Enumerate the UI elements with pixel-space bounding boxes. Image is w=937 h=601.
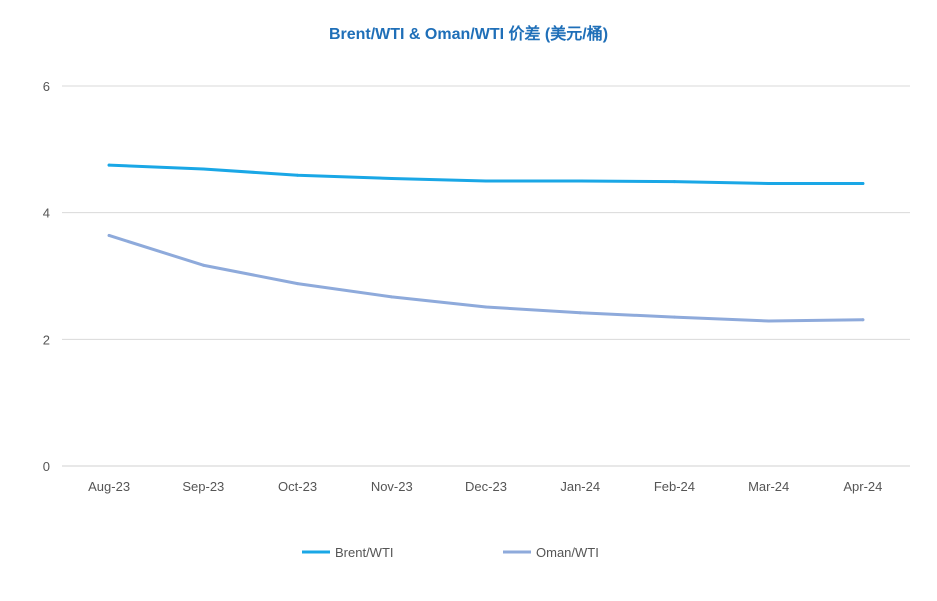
legend-label: Brent/WTI [335, 545, 394, 560]
legend-label: Oman/WTI [536, 545, 599, 560]
data-point [201, 167, 205, 171]
data-point [296, 173, 300, 177]
y-tick-label: 2 [43, 332, 50, 347]
y-axis-ticks: 0 2 4 6 [43, 79, 50, 474]
x-axis-ticks: Aug-23 Sep-23 Oct-23 Nov-23 Dec-23 Jan-24 Feb-… [88, 479, 882, 494]
y-tick-label: 0 [43, 459, 50, 474]
x-tick-label: Dec-23 [465, 479, 507, 494]
y-tick-label: 4 [43, 206, 50, 221]
y-tick-label: 6 [43, 79, 50, 94]
data-point [578, 311, 582, 315]
x-tick-label: Jan-24 [560, 479, 600, 494]
x-tick-label: Aug-23 [88, 479, 130, 494]
x-tick-label: Sep-23 [182, 479, 224, 494]
data-point [201, 263, 205, 267]
data-point [767, 319, 771, 323]
data-point [390, 295, 394, 299]
data-point [672, 315, 676, 319]
x-tick-label: Mar-24 [748, 479, 789, 494]
x-tick-label: Nov-23 [371, 479, 413, 494]
data-point [107, 233, 111, 237]
data-point [484, 179, 488, 183]
chart-title: Brent/WTI & Oman/WTI 价差 (美元/桶) [328, 26, 609, 43]
data-point [578, 179, 582, 183]
data-point [390, 176, 394, 180]
data-point [484, 305, 488, 309]
gridlines [62, 85, 910, 467]
data-point [767, 182, 771, 186]
x-tick-label: Feb-24 [654, 479, 695, 494]
data-point [672, 180, 676, 184]
data-point [107, 163, 111, 167]
data-point [861, 182, 865, 186]
x-tick-label: Oct-23 [278, 479, 317, 494]
series-lines [107, 163, 865, 323]
x-tick-label: Apr-24 [843, 479, 882, 494]
legend: Brent/WTI Oman/WTI [302, 545, 599, 560]
data-point [296, 282, 300, 286]
data-point [861, 318, 865, 322]
